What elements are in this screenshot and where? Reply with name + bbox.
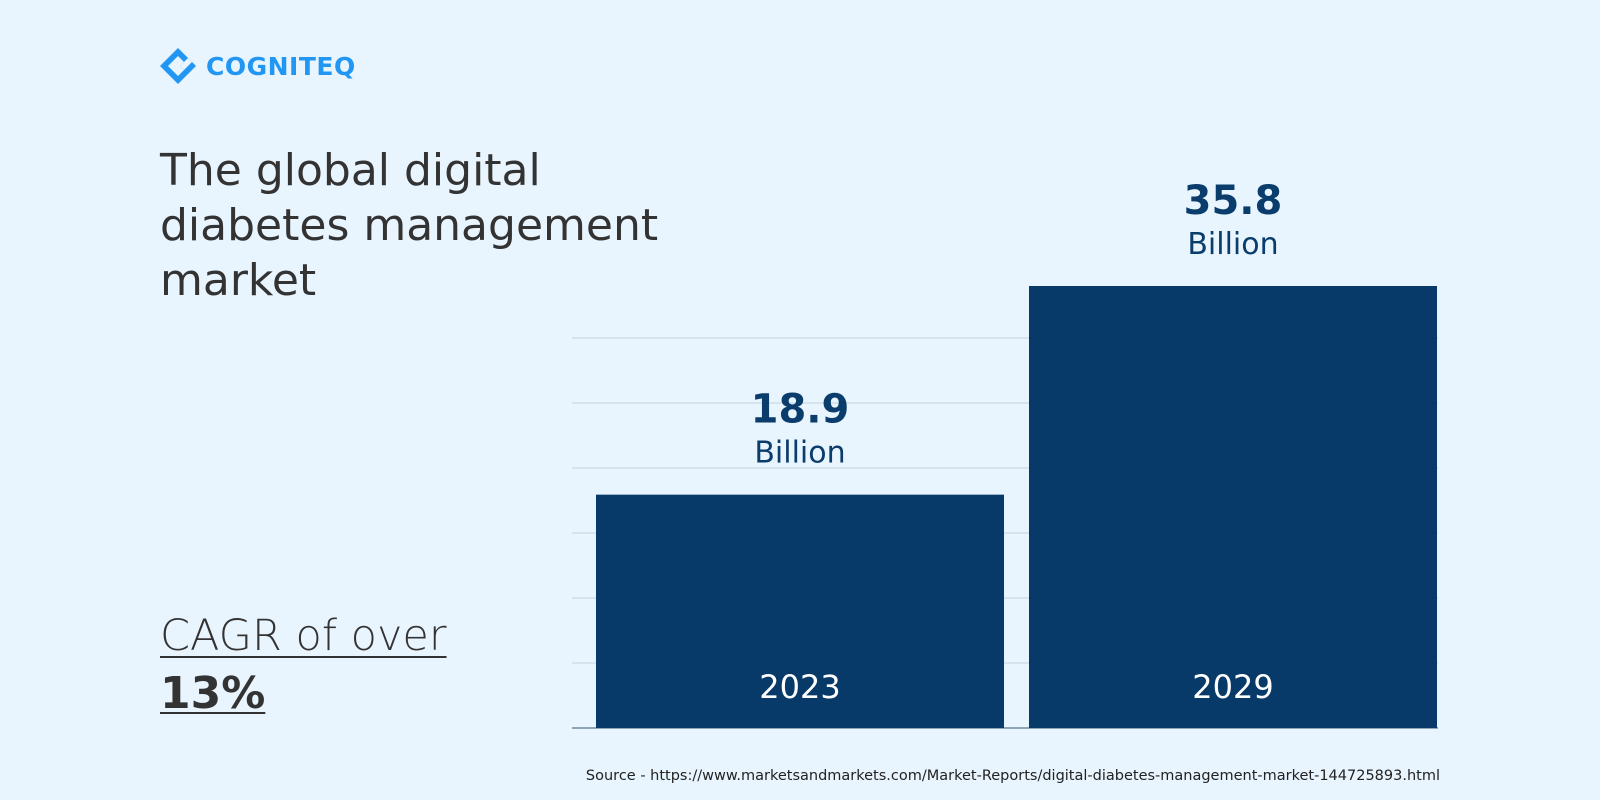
cagr-callout: CAGR of over 13% (160, 608, 447, 724)
brand-name: COGNITEQ (206, 51, 356, 81)
cogniteq-diamond-logo-icon (160, 48, 196, 84)
unit-label-2029: Billion (1187, 227, 1278, 262)
bar-2023 (596, 494, 1004, 728)
cagr-text: CAGR of over (160, 611, 447, 661)
bar-2029 (1029, 286, 1437, 728)
category-label-2023: 2023 (759, 668, 840, 706)
cagr-value: 13% (160, 668, 266, 719)
value-label-2029: 35.8 (1184, 178, 1283, 224)
page-title: The global digital diabetes management m… (160, 145, 659, 306)
brand-logo: COGNITEQ (158, 46, 356, 86)
value-label-2023: 18.9 (751, 387, 850, 433)
category-label-2029: 2029 (1192, 668, 1273, 706)
source-citation: Source - https://www.marketsandmarkets.c… (585, 768, 1440, 784)
unit-label-2023: Billion (754, 436, 845, 471)
